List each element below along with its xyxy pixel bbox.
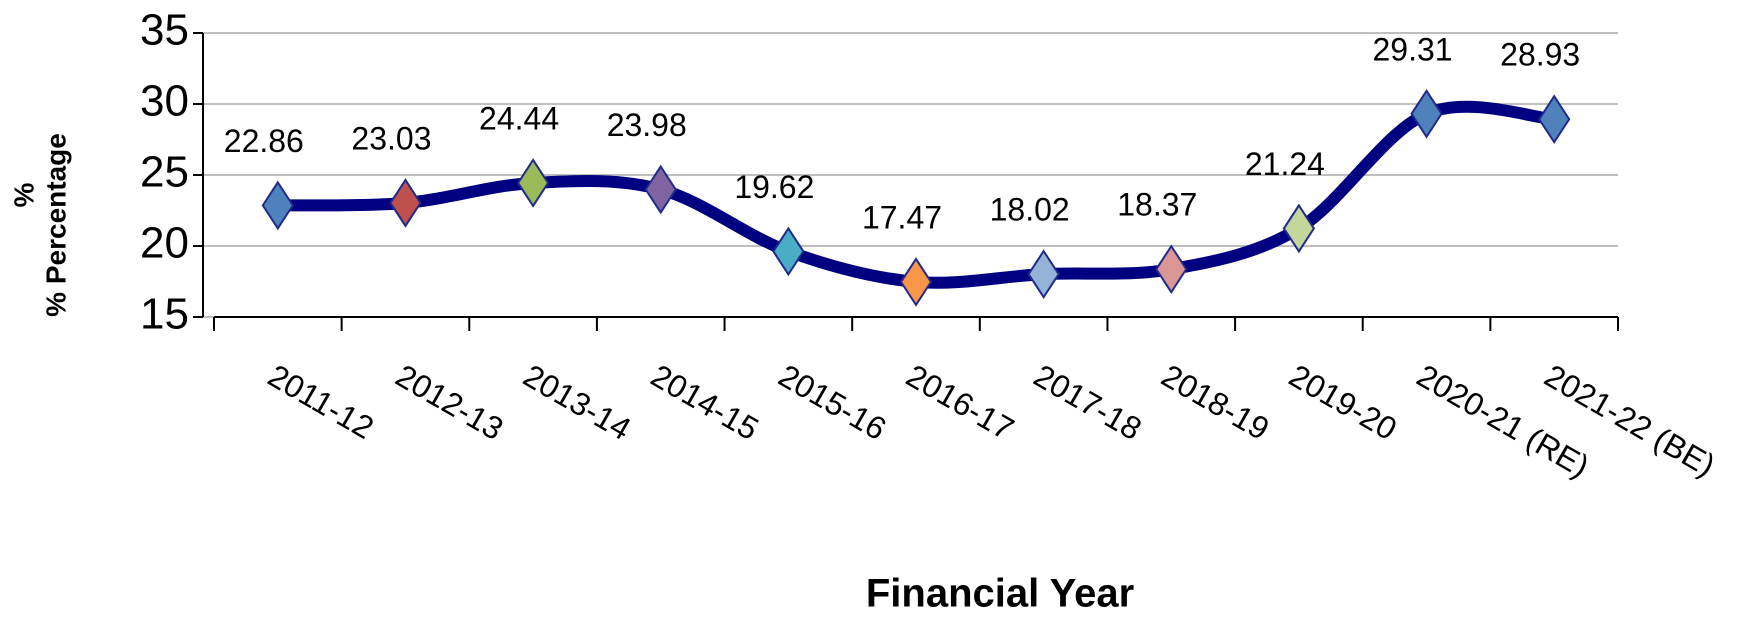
data-label: 17.47 bbox=[862, 199, 942, 235]
y-tick-label: 20 bbox=[140, 219, 189, 268]
marker bbox=[899, 257, 933, 307]
marker bbox=[1537, 94, 1571, 145]
marker bbox=[1410, 88, 1443, 139]
data-label: 29.31 bbox=[1373, 31, 1453, 67]
y-axis-title: % Percentage bbox=[40, 133, 71, 317]
data-label: 24.44 bbox=[479, 100, 559, 136]
y-tick-label: 25 bbox=[140, 148, 189, 197]
marker bbox=[516, 158, 550, 208]
x-tick-label: 2012-13 bbox=[390, 357, 510, 447]
data-label: 22.86 bbox=[224, 123, 304, 159]
x-tick-label: 2019-20 bbox=[1283, 357, 1403, 447]
y-tick-label: 30 bbox=[140, 77, 189, 126]
x-tick-label: 2017-18 bbox=[1028, 357, 1148, 447]
x-tick-label: 2013-14 bbox=[517, 357, 637, 447]
data-label: 23.03 bbox=[351, 120, 431, 156]
x-tick-label: 2018-19 bbox=[1156, 357, 1276, 447]
marker bbox=[261, 180, 295, 231]
x-tick-label: 2016-17 bbox=[900, 357, 1020, 447]
marker bbox=[772, 226, 805, 277]
data-label: 28.93 bbox=[1500, 37, 1580, 73]
marker bbox=[1155, 244, 1188, 294]
data-label: 18.02 bbox=[990, 192, 1070, 228]
marker bbox=[389, 178, 422, 228]
x-tick-label: 2011-12 bbox=[262, 357, 380, 446]
marker bbox=[644, 164, 677, 215]
marker bbox=[1282, 203, 1316, 254]
y-tick-label: 35 bbox=[140, 6, 189, 55]
x-tick-label: 2014-15 bbox=[645, 357, 765, 447]
data-label: 19.62 bbox=[734, 169, 814, 205]
x-tick-label: 2015-16 bbox=[773, 357, 893, 447]
y-tick-label: 15 bbox=[140, 290, 189, 339]
data-label: 23.98 bbox=[607, 107, 687, 143]
data-label: 21.24 bbox=[1245, 146, 1325, 182]
y-axis-mark: % bbox=[8, 182, 39, 207]
marker bbox=[1027, 249, 1060, 299]
series-line bbox=[277, 100, 1555, 289]
data-label: 18.37 bbox=[1117, 187, 1197, 223]
x-axis-title: Financial Year bbox=[866, 572, 1134, 616]
